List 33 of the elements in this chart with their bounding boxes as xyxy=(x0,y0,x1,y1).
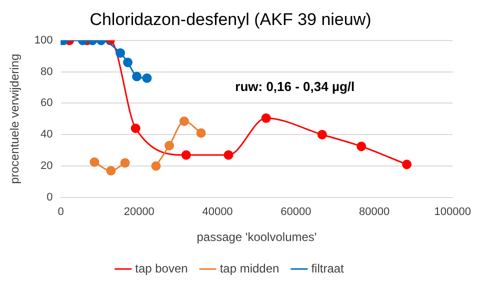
point xyxy=(90,157,100,167)
x-tick-label: 0 xyxy=(58,206,64,218)
x-tick-label: 100000 xyxy=(434,206,472,218)
y-tick-label: 0 xyxy=(46,191,53,204)
point xyxy=(151,161,161,171)
y-tick-label: 20 xyxy=(40,160,53,172)
y-tick-label: 60 xyxy=(40,97,53,110)
point xyxy=(164,140,174,150)
point xyxy=(356,142,366,152)
point xyxy=(317,130,327,140)
legend-label: tap midden xyxy=(220,261,280,276)
point xyxy=(179,116,189,126)
chart-title: Chloridazon-desfenyl (AKF 39 nieuw) xyxy=(90,10,372,29)
legend-label: filtraat xyxy=(311,261,345,276)
x-tick-label: 20000 xyxy=(124,206,154,218)
legend-label: tap boven xyxy=(135,261,188,276)
annotation: ruw: 0,16 - 0,34 µg/l xyxy=(235,79,355,94)
point xyxy=(402,160,412,170)
x-tick-label: 40000 xyxy=(202,206,233,218)
point xyxy=(120,158,130,168)
x-tick-label: 80000 xyxy=(358,206,390,218)
point xyxy=(224,150,234,160)
point xyxy=(196,128,206,138)
point xyxy=(181,150,191,160)
y-tick-label: 40 xyxy=(40,128,53,141)
y-tick-label: 100 xyxy=(34,34,53,46)
point xyxy=(130,124,140,134)
point xyxy=(106,166,116,176)
point xyxy=(261,113,271,123)
y-tick-label: 80 xyxy=(40,66,53,78)
x-axis-title: passage 'koolvolumes' xyxy=(196,230,317,244)
y-axis-title: procentuele verwijdering xyxy=(8,54,22,184)
x-tick-label: 60000 xyxy=(280,206,312,218)
